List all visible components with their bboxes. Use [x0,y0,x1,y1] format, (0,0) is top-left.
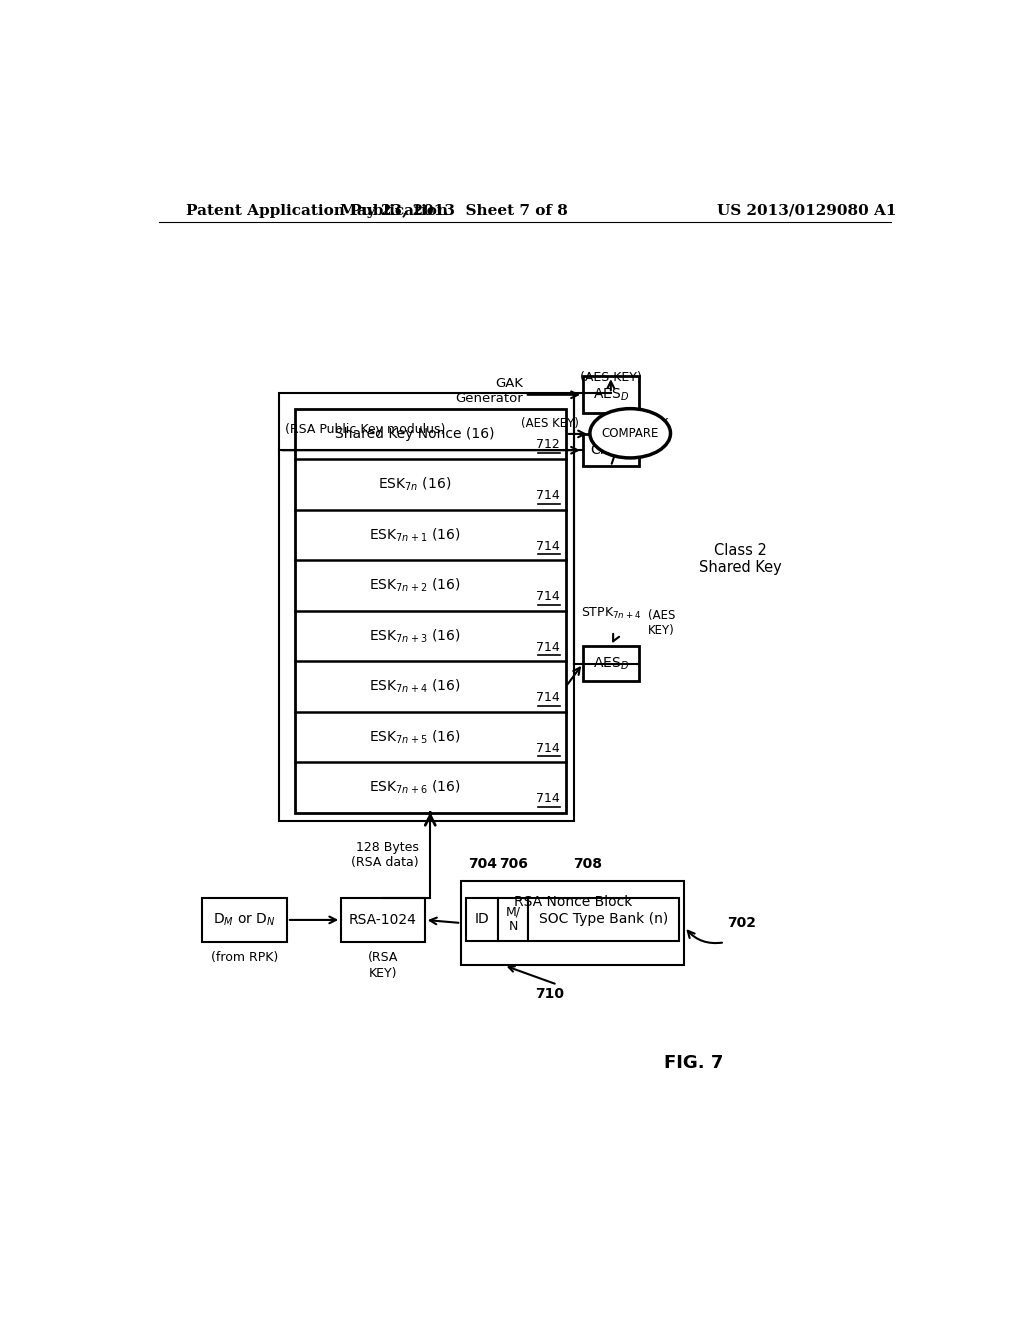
Text: 714: 714 [536,792,560,805]
Bar [280,393,573,821]
Text: COMPARE: COMPARE [601,426,658,440]
Bar [295,409,566,813]
Text: AES$_D$: AES$_D$ [593,655,629,672]
Text: ESK$_{7n+6}$ (16): ESK$_{7n+6}$ (16) [369,779,461,796]
Text: RSA-1024: RSA-1024 [349,913,417,927]
Text: 714: 714 [536,692,560,704]
Text: ESK$_{7n+2}$ (16): ESK$_{7n+2}$ (16) [369,577,461,594]
Text: D$_M$ or D$_N$: D$_M$ or D$_N$ [213,912,275,928]
Text: ESK$_{7n+3}$ (16): ESK$_{7n+3}$ (16) [369,627,461,644]
Bar [528,898,679,941]
Text: 714: 714 [536,742,560,755]
Bar [341,898,425,942]
Text: ESK$_{7n+5}$ (16): ESK$_{7n+5}$ (16) [369,729,461,746]
Text: 714: 714 [536,640,560,653]
Text: SOC Type Bank (n): SOC Type Bank (n) [539,912,668,927]
Text: (AES KEY): (AES KEY) [521,417,579,430]
Text: 706: 706 [499,858,527,871]
Text: CMAC: CMAC [591,444,631,457]
Text: 712: 712 [536,438,560,451]
Text: 714: 714 [536,540,560,553]
Text: Class 2
Shared Key: Class 2 Shared Key [698,543,781,576]
Text: M/
N: M/ N [506,906,520,933]
Bar [583,434,639,466]
Text: ESK$_{7n}$ (16): ESK$_{7n}$ (16) [378,475,452,494]
Text: 714: 714 [536,488,560,502]
Text: 708: 708 [573,858,602,871]
Text: GAK: GAK [643,417,669,430]
Ellipse shape [590,409,671,458]
Text: (RSA
KEY): (RSA KEY) [368,952,398,979]
Bar [202,898,287,942]
Bar [583,645,639,681]
Text: (AES KEY): (AES KEY) [580,371,642,384]
Text: RSA Nonce Block: RSA Nonce Block [514,895,632,909]
Bar [466,898,499,941]
Text: Patent Application Publication: Patent Application Publication [186,203,449,218]
Text: 128 Bytes
(RSA data): 128 Bytes (RSA data) [351,841,419,870]
Text: ID: ID [475,912,489,927]
Text: GAK
Generator: GAK Generator [456,378,523,405]
Bar [583,376,639,413]
Text: ESK$_{7n+4}$ (16): ESK$_{7n+4}$ (16) [369,678,461,696]
Text: (RSA Public Key modulus): (RSA Public Key modulus) [286,424,445,437]
Text: ESK$_{7n+1}$ (16): ESK$_{7n+1}$ (16) [369,527,461,544]
Text: AES$_D$: AES$_D$ [593,387,629,403]
Text: FIG. 7: FIG. 7 [664,1055,723,1072]
Text: STPK$_{7n+4}$: STPK$_{7n+4}$ [581,606,641,622]
Text: 714: 714 [536,590,560,603]
Bar [499,898,528,941]
Bar [461,880,684,965]
Text: (from RPK): (from RPK) [211,952,278,965]
Text: US 2013/0129080 A1: US 2013/0129080 A1 [717,203,896,218]
Text: 704: 704 [468,858,497,871]
Text: 710: 710 [536,987,564,1001]
Text: May 23, 2013  Sheet 7 of 8: May 23, 2013 Sheet 7 of 8 [340,203,567,218]
Text: (AES
KEY): (AES KEY) [648,609,676,636]
Text: 702: 702 [727,916,756,931]
Text: Shared Key Nonce (16): Shared Key Nonce (16) [335,426,495,441]
